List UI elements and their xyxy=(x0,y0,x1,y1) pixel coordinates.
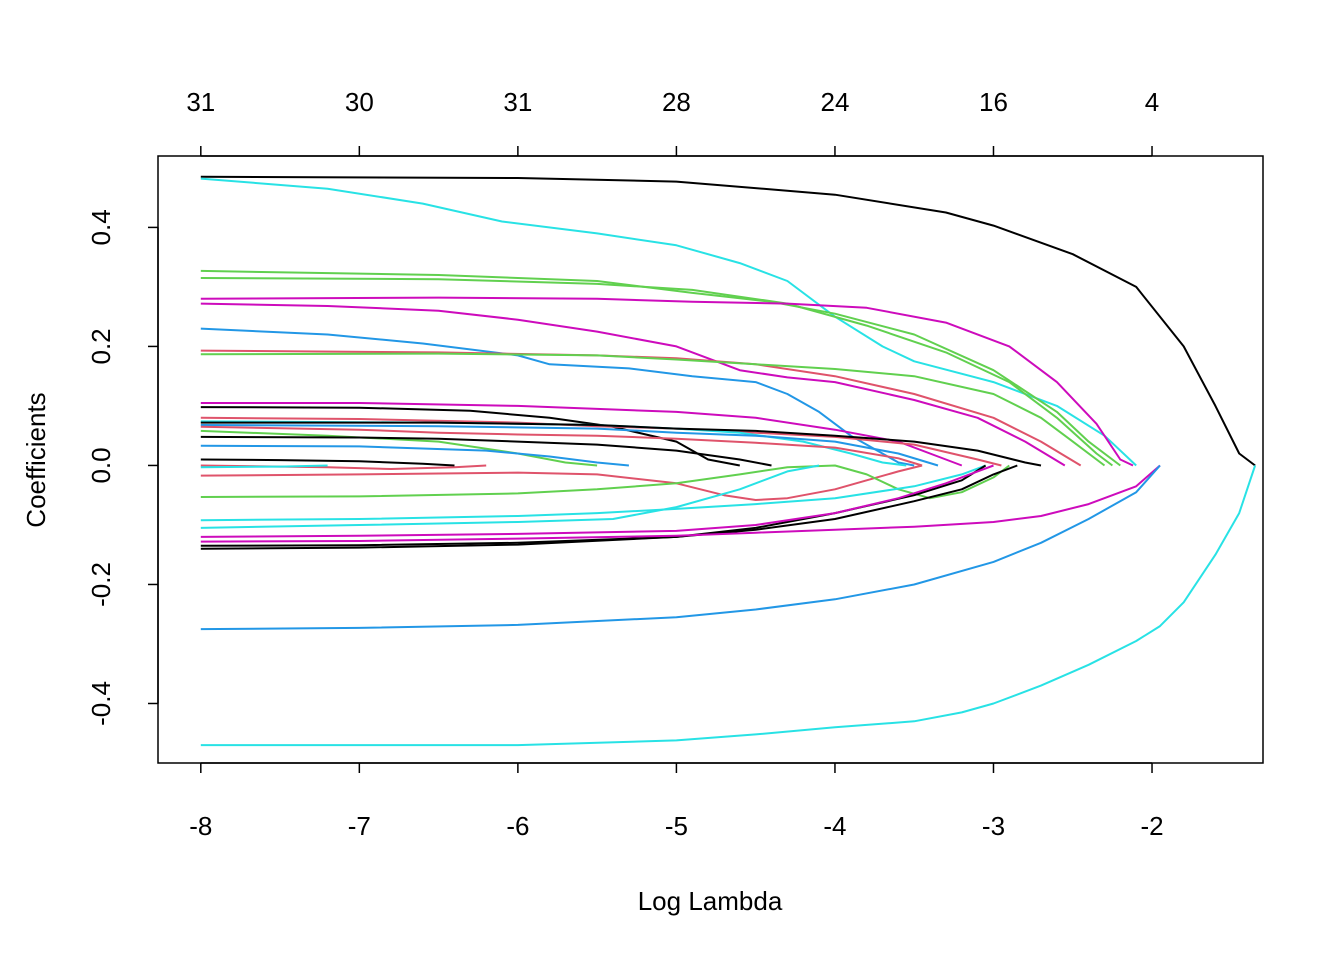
coefficient-path-5 xyxy=(200,296,1134,467)
top-tick-label-5: 16 xyxy=(979,87,1008,117)
coefficient-path-16 xyxy=(200,425,923,467)
x-tick-label-5: -3 xyxy=(982,811,1005,841)
coefficient-path-25 xyxy=(200,464,986,522)
coefficient-path-10 xyxy=(200,402,963,467)
coefficient-path-4 xyxy=(200,277,1114,467)
y-tick-label-4: 0.4 xyxy=(86,209,116,245)
coefficient-path-26 xyxy=(200,464,820,529)
y-tick-label-0: -0.4 xyxy=(86,681,116,726)
axes-layer: -8 -7 -6 -5 -4 -3 -2 31 30 31 28 24 16 4 -0.4 -0.2 0.0 0.… xyxy=(86,87,1164,841)
coefficient-path-11 xyxy=(200,406,740,467)
x-axis-title: Log Lambda xyxy=(638,886,783,916)
coefficient-path-1 xyxy=(200,175,1256,467)
coefficient-path-19 xyxy=(200,444,629,467)
coefficient-path-15 xyxy=(200,424,939,467)
coefficient-path-22 xyxy=(200,464,923,501)
top-tick-label-6: 4 xyxy=(1145,87,1159,117)
top-tick-label-4: 24 xyxy=(820,87,849,117)
coefficient-path-30 xyxy=(200,464,1161,543)
y-tick-label-2: 0.0 xyxy=(86,447,116,483)
x-tick-label-2: -6 xyxy=(506,811,529,841)
x-tick-label-6: -2 xyxy=(1140,811,1163,841)
x-tick-label-3: -5 xyxy=(665,811,688,841)
y-tick-label-1: -0.2 xyxy=(86,562,116,607)
coefficient-path-17 xyxy=(200,429,598,467)
y-tick-label-3: 0.2 xyxy=(86,328,116,364)
coefficient-path-29 xyxy=(200,464,994,538)
top-tick-label-2: 31 xyxy=(503,87,532,117)
coefficient-path-18 xyxy=(200,435,772,467)
top-tick-label-1: 30 xyxy=(345,87,374,117)
coefficient-path-31 xyxy=(200,464,1161,631)
coefficient-path-20 xyxy=(200,458,455,467)
top-tick-label-3: 28 xyxy=(662,87,691,117)
coefficient-path-24 xyxy=(200,464,1010,500)
coefficient-path-9 xyxy=(200,352,1106,467)
coefficient-path-7 xyxy=(200,327,915,467)
coefficient-path-27 xyxy=(200,464,1018,550)
coefficient-path-23 xyxy=(200,464,328,469)
coefficient-path-14 xyxy=(200,421,1042,467)
coefficient-path-32 xyxy=(200,465,1257,747)
x-tick-label-4: -4 xyxy=(823,811,846,841)
x-tick-label-0: -8 xyxy=(189,811,212,841)
coefficient-path-6 xyxy=(200,302,1066,467)
series-layer xyxy=(200,175,1257,747)
y-axis-title: Coefficients xyxy=(21,392,51,527)
x-tick-label-1: -7 xyxy=(348,811,371,841)
top-tick-label-0: 31 xyxy=(186,87,215,117)
coefficient-path-28 xyxy=(200,464,987,547)
coefficient-path-3 xyxy=(200,269,1121,467)
